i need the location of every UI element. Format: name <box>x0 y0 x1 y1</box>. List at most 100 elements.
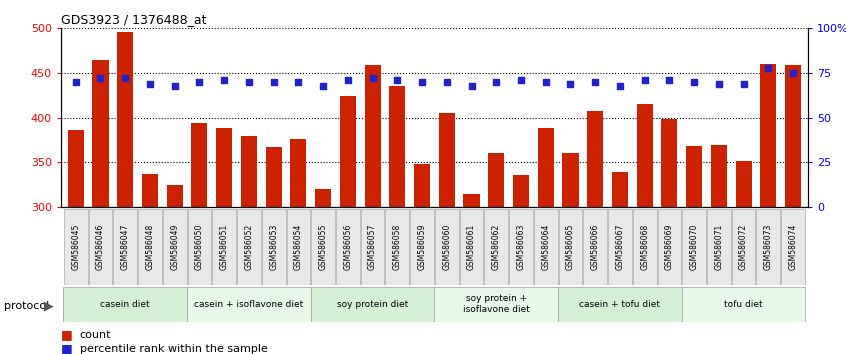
FancyBboxPatch shape <box>584 209 607 285</box>
Point <box>688 79 701 85</box>
Text: GSM586065: GSM586065 <box>566 224 575 270</box>
Bar <box>686 146 702 354</box>
Point <box>613 83 627 88</box>
Text: GSM586073: GSM586073 <box>764 224 773 270</box>
Text: GSM586074: GSM586074 <box>788 224 798 270</box>
FancyBboxPatch shape <box>187 287 310 322</box>
Text: GSM586070: GSM586070 <box>689 224 699 270</box>
FancyBboxPatch shape <box>534 209 558 285</box>
Text: GDS3923 / 1376488_at: GDS3923 / 1376488_at <box>61 13 206 26</box>
Text: casein diet: casein diet <box>101 300 150 309</box>
FancyBboxPatch shape <box>310 287 434 322</box>
Point <box>712 81 726 87</box>
Bar <box>464 194 480 354</box>
Point <box>638 77 651 83</box>
Point <box>514 77 528 83</box>
Bar <box>735 161 751 354</box>
Bar <box>68 130 84 354</box>
Bar <box>488 153 504 354</box>
Text: GSM586054: GSM586054 <box>294 224 303 270</box>
FancyBboxPatch shape <box>657 209 681 285</box>
FancyBboxPatch shape <box>386 209 409 285</box>
Point <box>761 65 775 70</box>
Point <box>316 83 330 88</box>
FancyBboxPatch shape <box>311 209 335 285</box>
Bar <box>761 64 777 354</box>
Text: soy protein diet: soy protein diet <box>337 300 409 309</box>
Point <box>737 81 750 87</box>
FancyBboxPatch shape <box>682 209 706 285</box>
Text: GSM586049: GSM586049 <box>170 224 179 270</box>
Point <box>539 79 552 85</box>
Bar <box>389 86 405 354</box>
FancyBboxPatch shape <box>682 287 805 322</box>
FancyBboxPatch shape <box>707 209 731 285</box>
Text: GSM586072: GSM586072 <box>739 224 748 270</box>
Text: GSM586059: GSM586059 <box>418 224 426 270</box>
Text: percentile rank within the sample: percentile rank within the sample <box>80 344 267 354</box>
Bar <box>785 65 801 354</box>
FancyBboxPatch shape <box>410 209 434 285</box>
Text: GSM586046: GSM586046 <box>96 224 105 270</box>
Text: GSM586069: GSM586069 <box>665 224 674 270</box>
Bar <box>711 144 727 354</box>
Bar <box>612 172 628 354</box>
Bar <box>266 147 282 354</box>
Point <box>415 79 429 85</box>
FancyBboxPatch shape <box>633 209 656 285</box>
Point <box>365 75 379 81</box>
FancyBboxPatch shape <box>64 209 88 285</box>
Point <box>341 77 354 83</box>
Text: ▶: ▶ <box>44 300 53 313</box>
FancyBboxPatch shape <box>485 209 508 285</box>
Bar <box>142 174 158 354</box>
Point <box>292 79 305 85</box>
Point <box>662 77 676 83</box>
FancyBboxPatch shape <box>608 209 632 285</box>
Text: GSM586063: GSM586063 <box>517 224 525 270</box>
FancyBboxPatch shape <box>188 209 212 285</box>
FancyBboxPatch shape <box>459 209 483 285</box>
FancyBboxPatch shape <box>558 287 682 322</box>
Point <box>69 79 83 85</box>
Point <box>786 70 799 76</box>
FancyBboxPatch shape <box>138 209 162 285</box>
Text: tofu diet: tofu diet <box>724 300 763 309</box>
Bar <box>315 189 331 354</box>
Bar <box>587 112 603 354</box>
Bar <box>439 113 455 354</box>
Point <box>563 81 577 87</box>
Point <box>242 79 255 85</box>
FancyBboxPatch shape <box>558 209 582 285</box>
Bar <box>538 129 554 354</box>
FancyBboxPatch shape <box>261 209 285 285</box>
FancyBboxPatch shape <box>732 209 755 285</box>
Bar <box>563 153 579 354</box>
FancyBboxPatch shape <box>287 209 310 285</box>
Point <box>589 79 602 85</box>
Bar <box>290 139 306 354</box>
FancyBboxPatch shape <box>434 287 558 322</box>
Point <box>94 75 107 81</box>
Text: GSM586064: GSM586064 <box>541 224 550 270</box>
Text: GSM586053: GSM586053 <box>269 224 278 270</box>
FancyBboxPatch shape <box>781 209 805 285</box>
FancyBboxPatch shape <box>89 209 113 285</box>
Bar <box>92 61 108 354</box>
Bar <box>340 96 356 354</box>
Bar <box>662 120 678 354</box>
FancyBboxPatch shape <box>435 209 459 285</box>
Bar <box>365 65 381 354</box>
Point <box>118 75 132 81</box>
Text: GSM586068: GSM586068 <box>640 224 649 270</box>
Text: GSM586066: GSM586066 <box>591 224 600 270</box>
Text: casein + tofu diet: casein + tofu diet <box>580 300 661 309</box>
Bar <box>216 127 232 354</box>
Text: GSM586047: GSM586047 <box>121 224 129 270</box>
Bar <box>241 136 257 354</box>
FancyBboxPatch shape <box>212 209 236 285</box>
Bar <box>414 164 430 354</box>
Text: GSM586061: GSM586061 <box>467 224 476 270</box>
Point <box>143 81 157 87</box>
Point <box>168 83 181 88</box>
